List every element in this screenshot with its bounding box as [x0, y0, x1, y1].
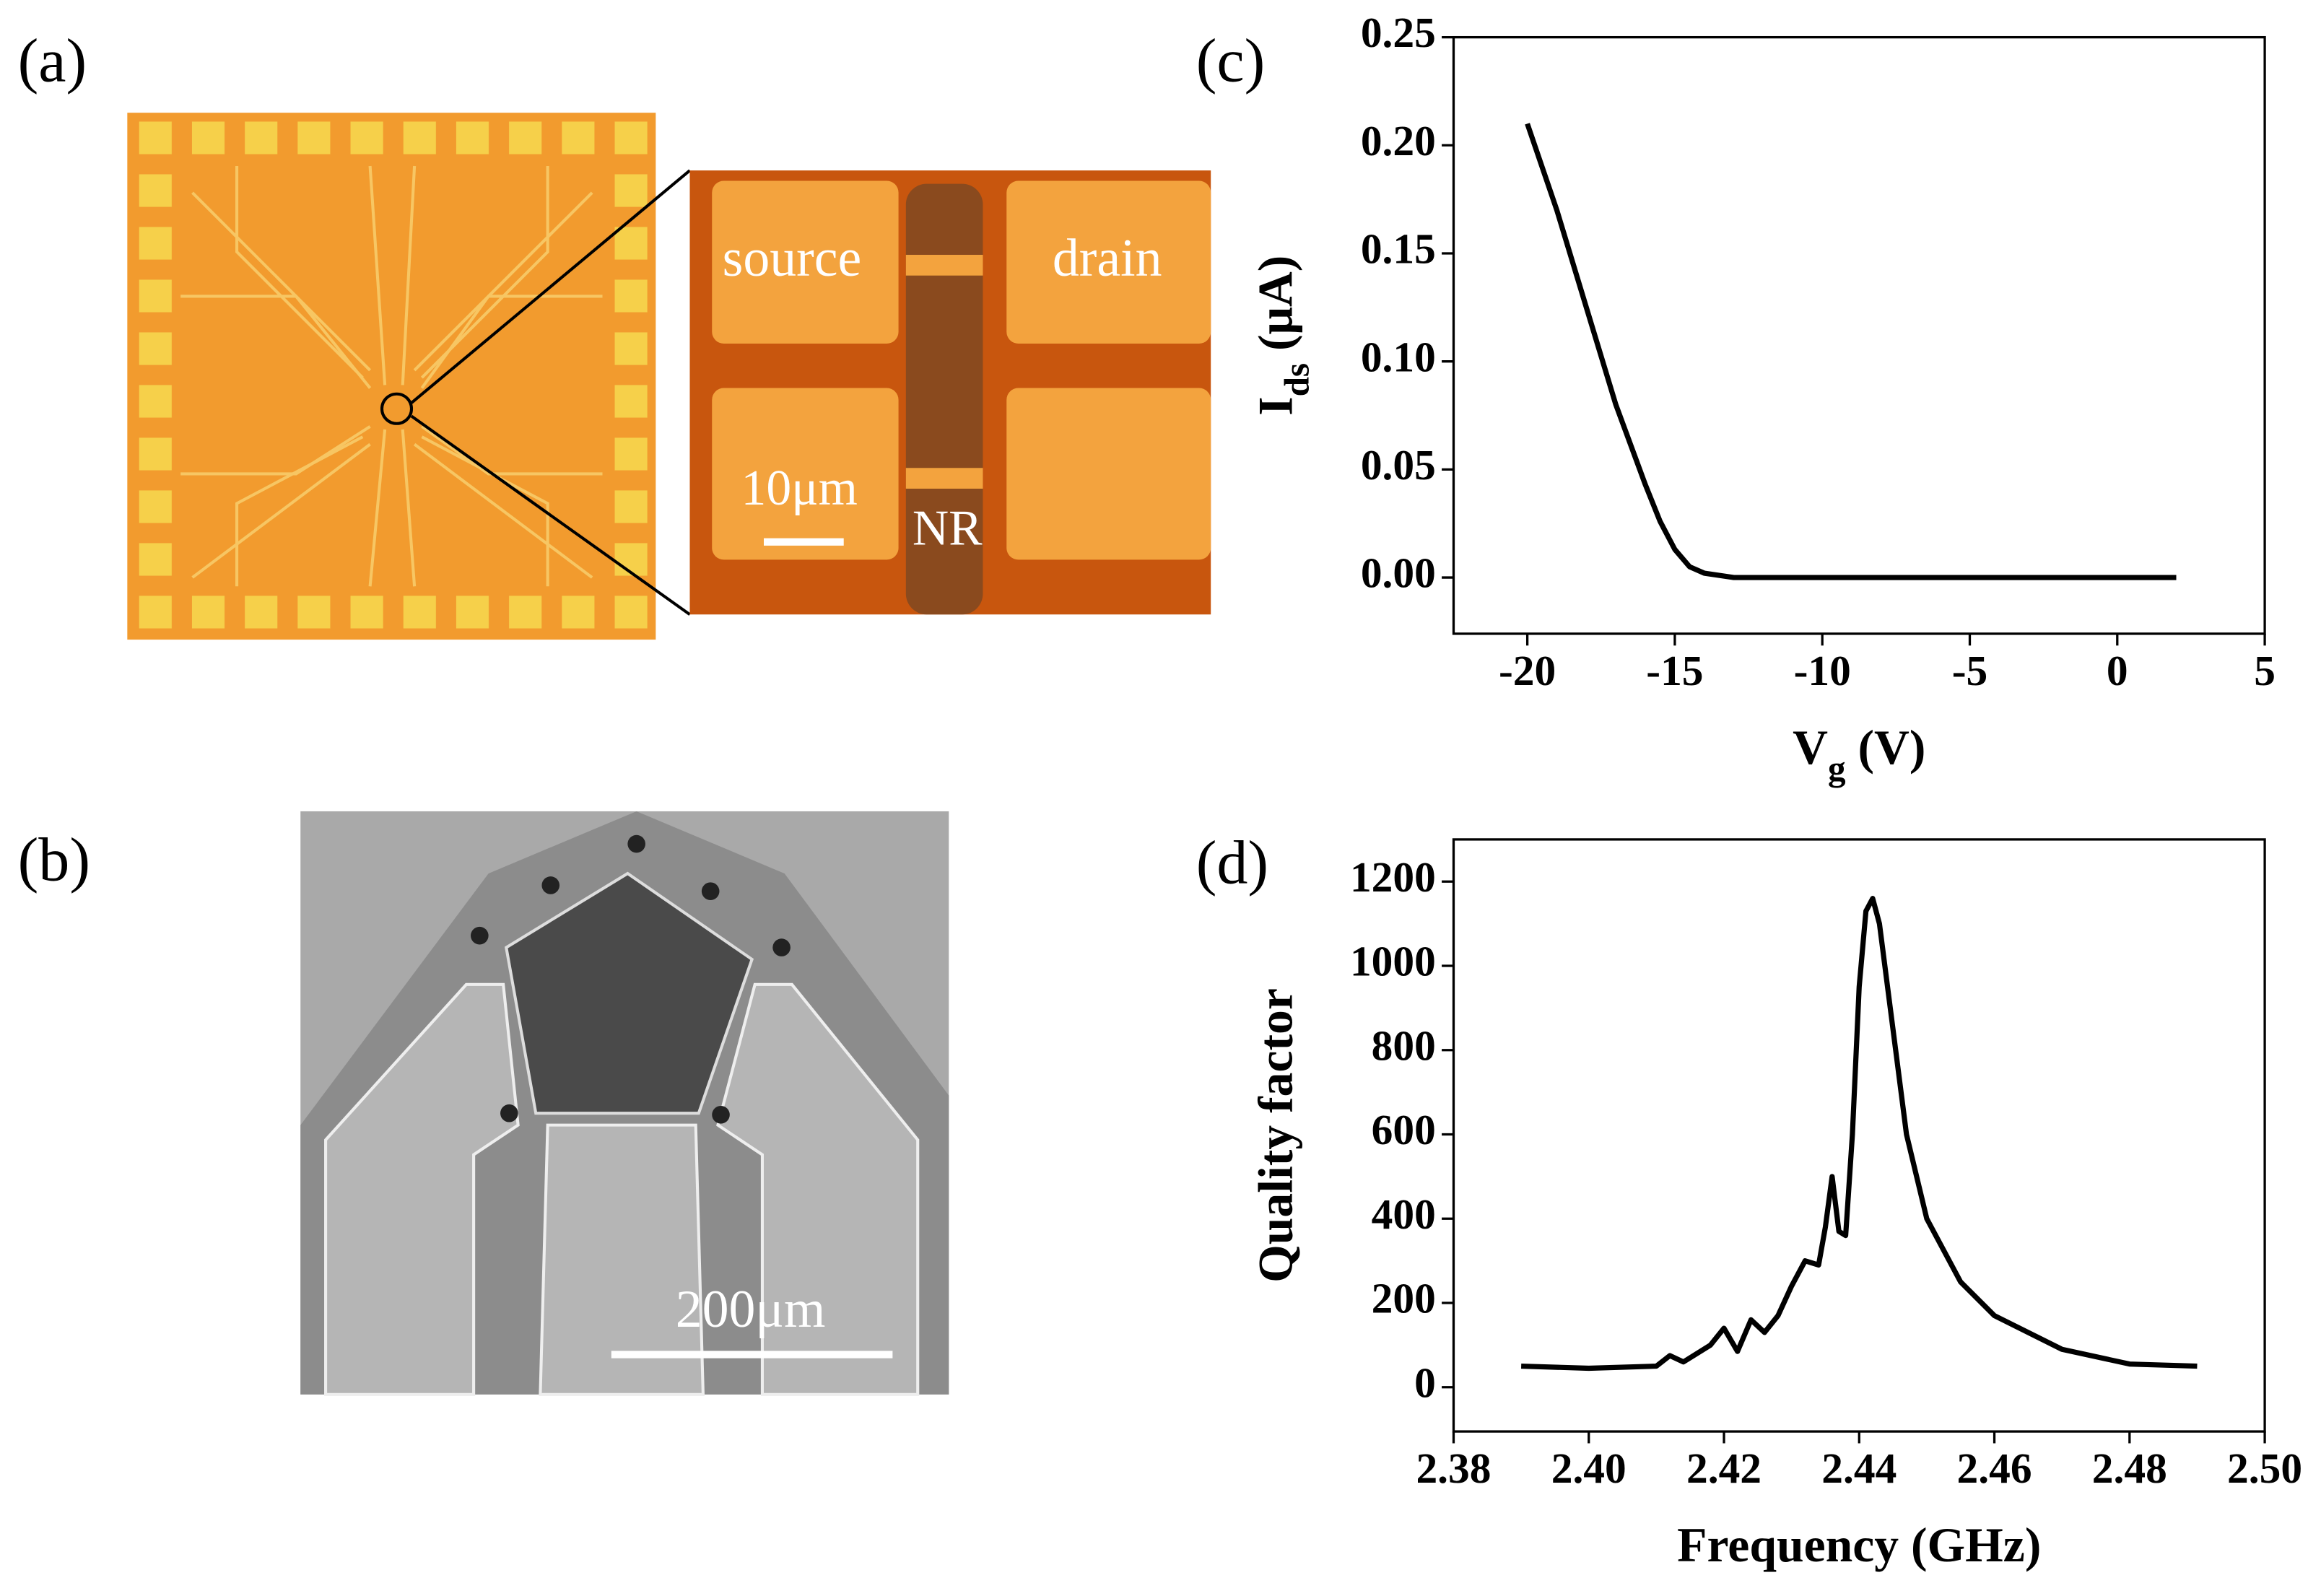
data-line [1521, 896, 2198, 1372]
y-tick-label: 0.05 [1361, 441, 1436, 489]
x-tick-label: 2.46 [1957, 1444, 2032, 1492]
x-axis-label: Frequency (GHz) [1677, 1518, 2041, 1572]
y-tick-label: 1200 [1350, 853, 1436, 901]
panel-label: (c) [1196, 25, 1266, 95]
x-axis-label: Vg (V) [1793, 720, 1925, 788]
x-tick-label: -20 [1499, 647, 1556, 694]
y-axis-label-part: ds [1276, 363, 1316, 397]
drain-label: drain [1053, 228, 1162, 287]
y-tick-label: 800 [1372, 1021, 1436, 1069]
x-axis-label-part: (V) [1846, 720, 1926, 774]
zoom-image [689, 170, 1211, 615]
y-axis-label-part: (μA) [1248, 256, 1302, 363]
y-tick-label: 600 [1372, 1106, 1436, 1154]
y-tick-label: 0.20 [1361, 117, 1436, 165]
x-tick-label: 2.50 [2227, 1444, 2302, 1492]
y-tick-label: 0.25 [1361, 9, 1436, 56]
data-line [1525, 123, 2177, 580]
y-axis-label-part: Quality factor [1248, 988, 1302, 1283]
y-axis-label: Ids (μA) [1248, 256, 1316, 416]
panel-label: (a) [18, 25, 87, 95]
x-axis-label-part: g [1828, 749, 1846, 788]
chip-image [127, 113, 691, 640]
x-tick-label: 2.48 [2092, 1444, 2167, 1492]
scale-label: 200μm [676, 1279, 826, 1338]
y-tick-label: 200 [1372, 1275, 1436, 1322]
y-axis-label: Quality factor [1248, 988, 1302, 1283]
x-tick-label: 0 [2107, 647, 2128, 694]
x-tick-label: 5 [2254, 647, 2276, 694]
x-axis-label-part: Frequency (GHz) [1677, 1518, 2041, 1572]
x-tick-label: 2.40 [1551, 1444, 1627, 1492]
y-tick-label: 0.10 [1361, 333, 1436, 380]
panel-label: (d) [1196, 828, 1268, 897]
y-tick-label: 0 [1414, 1359, 1436, 1406]
x-tick-label: -5 [1952, 647, 1988, 694]
x-tick-label: 2.44 [1821, 1444, 1897, 1492]
nr-label: NR [913, 500, 983, 556]
y-tick-label: 0.00 [1361, 549, 1436, 597]
plot-frame [1452, 838, 2266, 1433]
x-tick-label: 2.42 [1686, 1444, 1762, 1492]
scale-label: 10μm [741, 461, 858, 516]
x-axis-label-part: V [1793, 720, 1828, 774]
y-tick-label: 1000 [1350, 938, 1436, 985]
y-axis-label-part: I [1248, 396, 1302, 415]
y-tick-label: 0.15 [1361, 225, 1436, 273]
x-tick-label: -10 [1794, 647, 1851, 694]
sem-image [300, 811, 949, 1396]
y-tick-label: 400 [1372, 1190, 1436, 1238]
x-tick-label: 2.38 [1416, 1444, 1491, 1492]
plot-frame [1452, 35, 2266, 635]
source-label: source [723, 228, 862, 287]
panel-label: (b) [18, 825, 90, 894]
x-tick-label: -15 [1646, 647, 1703, 694]
